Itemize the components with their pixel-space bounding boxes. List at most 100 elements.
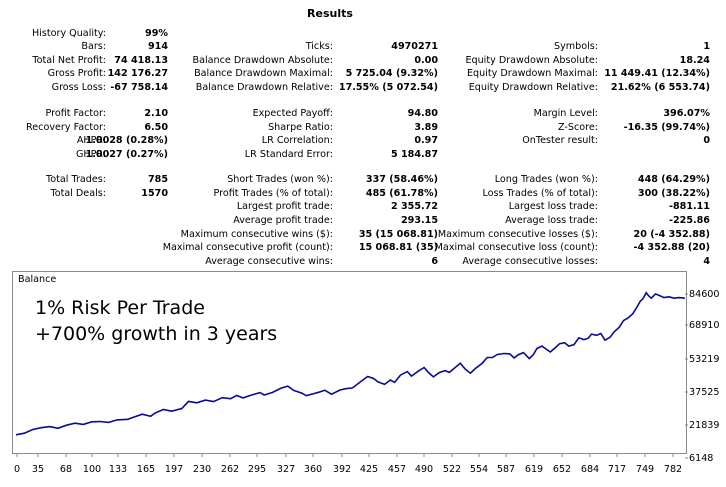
report-title: Results bbox=[307, 7, 353, 20]
x-tick-label: 165 bbox=[137, 464, 155, 475]
x-tick-label: 587 bbox=[497, 464, 515, 475]
stat-value: -225.86 bbox=[668, 215, 710, 226]
stat-value: 15 068.81 (35) bbox=[358, 242, 438, 253]
x-tick-label: 327 bbox=[277, 464, 295, 475]
stat-label: Balance Drawdown Relative: bbox=[195, 82, 333, 93]
x-tick-label: 457 bbox=[388, 464, 406, 475]
chart-title: Balance bbox=[18, 274, 57, 285]
balance-line bbox=[15, 291, 685, 436]
stat-value: 914 bbox=[147, 41, 168, 52]
x-tick-label: 360 bbox=[304, 464, 322, 475]
stat-value: 1.0028 (0.28%) bbox=[85, 135, 168, 146]
stat-label: Maximal consecutive profit (count): bbox=[162, 242, 333, 253]
stat-label: Equity Drawdown Maximal: bbox=[466, 68, 598, 79]
stat-label: Average consecutive wins: bbox=[205, 256, 333, 267]
stat-label: Largest loss trade: bbox=[508, 201, 598, 212]
x-tick-label: 652 bbox=[553, 464, 571, 475]
overlay-growth-text: +700% growth in 3 years bbox=[35, 323, 278, 345]
chart-frame bbox=[12, 271, 687, 454]
overlay-risk-text: 1% Risk Per Trade bbox=[35, 297, 205, 319]
stat-label: Maximal consecutive loss (count): bbox=[434, 242, 598, 253]
stat-value: 3.89 bbox=[414, 122, 438, 133]
x-tick-label: 68 bbox=[60, 464, 72, 475]
stat-value: 396.07% bbox=[663, 108, 710, 119]
y-tick-label: 68910 bbox=[689, 320, 720, 331]
stat-value: 337 (58.46%) bbox=[365, 174, 438, 185]
y-tick-label: 37525 bbox=[689, 387, 720, 398]
x-tick-label: 684 bbox=[581, 464, 599, 475]
stat-label: LR Standard Error: bbox=[244, 149, 333, 160]
x-tick-label: 554 bbox=[470, 464, 488, 475]
stat-label: Average loss trade: bbox=[505, 215, 598, 226]
y-tick-label: 21839 bbox=[689, 420, 720, 431]
stat-value: 4970271 bbox=[391, 41, 438, 52]
stat-value: 0.97 bbox=[414, 135, 438, 146]
stat-label: Recovery Factor: bbox=[26, 122, 106, 133]
stat-label: Maximum consecutive wins ($): bbox=[180, 229, 333, 240]
stat-value: 74 418.13 bbox=[114, 55, 168, 66]
stat-label: Total Net Profit: bbox=[32, 55, 106, 66]
stat-label: Total Trades: bbox=[46, 174, 106, 185]
stat-label: Equity Drawdown Relative: bbox=[468, 82, 598, 93]
stat-label: Long Trades (won %): bbox=[494, 174, 598, 185]
stat-label: Loss Trades (% of total): bbox=[482, 188, 598, 199]
x-tick-label: 749 bbox=[636, 464, 654, 475]
stat-value: 35 (15 068.81) bbox=[358, 229, 438, 240]
y-tick-label: 84600 bbox=[689, 289, 720, 300]
x-tick-label: 425 bbox=[360, 464, 378, 475]
stat-label: Margin Level: bbox=[533, 108, 598, 119]
x-tick-label: 619 bbox=[525, 464, 543, 475]
stat-value: -16.35 (99.74%) bbox=[623, 122, 710, 133]
stat-label: Profit Trades (% of total): bbox=[213, 188, 333, 199]
stat-label: Average consecutive losses: bbox=[462, 256, 598, 267]
y-tick-label: 6148 bbox=[689, 453, 713, 464]
stat-value: 300 (38.22%) bbox=[637, 188, 710, 199]
stat-label: Expected Payoff: bbox=[252, 108, 333, 119]
stat-label: LR Correlation: bbox=[261, 135, 333, 146]
stat-value: 99% bbox=[145, 28, 168, 39]
stat-label: Largest profit trade: bbox=[236, 201, 333, 212]
stat-label: Maximum consecutive losses ($): bbox=[437, 229, 598, 240]
stat-label: Equity Drawdown Absolute: bbox=[465, 55, 598, 66]
stat-value: -67 758.14 bbox=[110, 82, 168, 93]
stat-label: Total Deals: bbox=[50, 188, 106, 199]
stat-value: 142 176.27 bbox=[107, 68, 168, 79]
stat-value: 21.62% (6 553.74) bbox=[610, 82, 710, 93]
x-tick-label: 295 bbox=[248, 464, 266, 475]
stat-label: GHPR: bbox=[75, 149, 106, 160]
x-tick-label: 100 bbox=[83, 464, 101, 475]
stat-label: Profit Factor: bbox=[45, 108, 106, 119]
stat-label: Symbols: bbox=[554, 41, 598, 52]
stat-value: 17.55% (5 072.54) bbox=[338, 82, 438, 93]
stat-value: 1 bbox=[703, 41, 710, 52]
stat-label: Balance Drawdown Maximal: bbox=[194, 68, 333, 79]
stat-label: Ticks: bbox=[305, 41, 333, 52]
y-tick-label: 53219 bbox=[689, 354, 720, 365]
x-tick-label: 782 bbox=[664, 464, 682, 475]
stat-value: 485 (61.78%) bbox=[365, 188, 438, 199]
stat-value: 6.50 bbox=[144, 122, 168, 133]
stat-value: 5 184.87 bbox=[390, 149, 438, 160]
stat-value: 1570 bbox=[141, 188, 168, 199]
x-tick-label: 717 bbox=[608, 464, 626, 475]
stat-value: 6 bbox=[431, 256, 438, 267]
x-tick-label: 35 bbox=[32, 464, 44, 475]
stat-value: 448 (64.29%) bbox=[637, 174, 710, 185]
stat-value: 5 725.04 (9.32%) bbox=[345, 68, 438, 79]
x-tick-label: 197 bbox=[165, 464, 183, 475]
stat-label: Average profit trade: bbox=[233, 215, 333, 226]
x-tick-label: 490 bbox=[415, 464, 433, 475]
stat-label: Short Trades (won %): bbox=[227, 174, 333, 185]
stat-label: Gross Profit: bbox=[47, 68, 106, 79]
x-tick-label: 522 bbox=[443, 464, 461, 475]
stat-value: 4 bbox=[703, 256, 710, 267]
stat-value: 1.0027 (0.27%) bbox=[85, 149, 168, 160]
stat-label: OnTester result: bbox=[522, 135, 598, 146]
x-tick-label: 133 bbox=[109, 464, 127, 475]
stat-value: 20 (-4 352.88) bbox=[633, 229, 710, 240]
x-tick-label: 392 bbox=[333, 464, 351, 475]
stat-label: History Quality: bbox=[32, 28, 106, 39]
stat-value: -4 352.88 (20) bbox=[633, 242, 710, 253]
stat-value: -881.11 bbox=[668, 201, 710, 212]
